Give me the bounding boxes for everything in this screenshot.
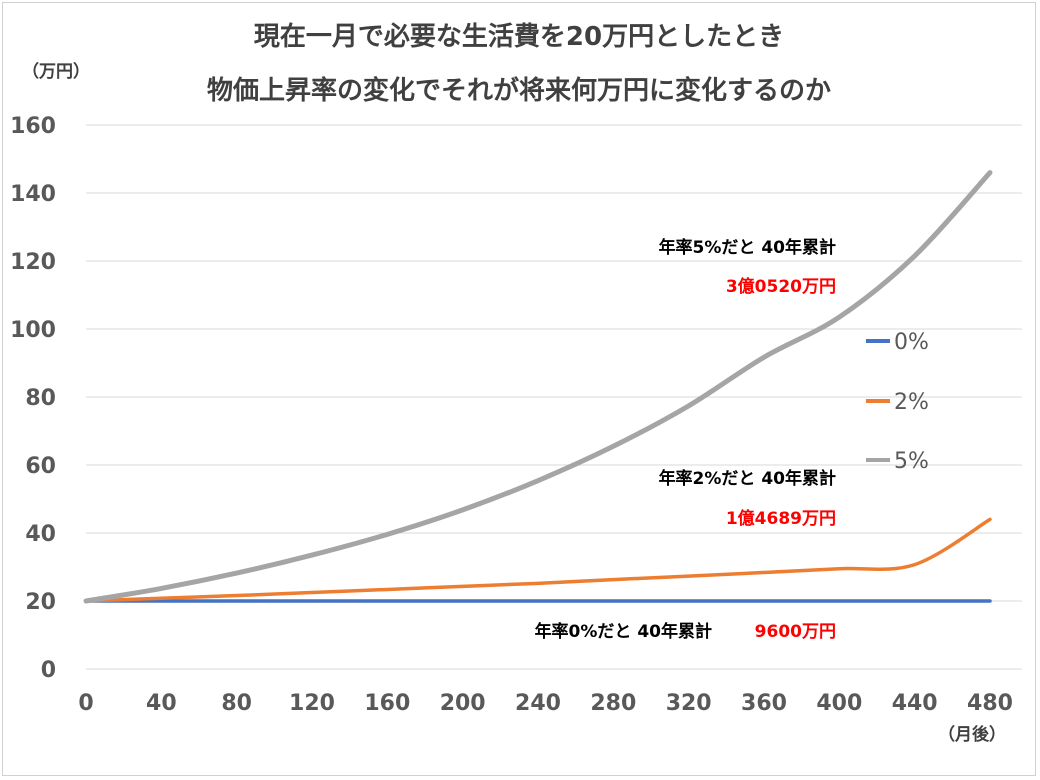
annotation-0pct-value: 9600万円 xyxy=(755,622,836,642)
x-axis-ticks: 0 40 80 120 160 200 240 280 320 360 400 440 480 xyxy=(78,691,1013,716)
x-tick-label: 480 xyxy=(967,691,1013,716)
annotation-2pct-label: 年率2%だと 40年累計 xyxy=(659,468,836,489)
legend: 0% 2% 5% xyxy=(866,330,929,474)
y-axis-ticks: 0 20 40 60 80 100 120 140 160 xyxy=(10,114,56,683)
y-tick-label: 80 xyxy=(25,386,56,411)
x-axis-unit-label: （月後） xyxy=(938,724,1006,745)
x-tick-label: 160 xyxy=(364,691,410,716)
x-tick-label: 320 xyxy=(666,691,712,716)
y-tick-label: 140 xyxy=(10,182,56,207)
y-axis-unit-label: （万円） xyxy=(22,61,90,82)
annotation-5pct-label: 年率5%だと 40年累計 xyxy=(659,237,836,258)
annotation-0pct-label: 年率0%だと 40年累計 xyxy=(535,621,712,642)
chart-title-line-1: 現在一月で必要な生活費を20万円としたとき xyxy=(254,22,784,52)
y-tick-label: 0 xyxy=(41,658,56,683)
gridlines xyxy=(86,124,1022,670)
y-tick-label: 100 xyxy=(10,318,56,343)
x-tick-label: 80 xyxy=(221,691,252,716)
annotation-5pct-value: 3億0520万円 xyxy=(726,276,836,297)
legend-label-0pct: 0% xyxy=(894,330,929,355)
series-line-2pct xyxy=(84,517,992,603)
x-tick-label: 240 xyxy=(515,691,561,716)
y-tick-label: 20 xyxy=(25,590,56,615)
legend-label-5pct: 5% xyxy=(894,449,929,474)
x-tick-label: 440 xyxy=(892,691,938,716)
y-tick-label: 120 xyxy=(10,250,56,275)
x-tick-label: 280 xyxy=(590,691,636,716)
x-tick-label: 360 xyxy=(741,691,787,716)
x-tick-label: 120 xyxy=(289,691,335,716)
series-lines xyxy=(83,170,993,604)
chart-title-line-2: 物価上昇率の変化でそれが将来何万円に変化するのか xyxy=(207,75,831,106)
legend-label-2pct: 2% xyxy=(894,390,929,415)
annotation-2pct-value: 1億4689万円 xyxy=(726,508,836,529)
x-tick-label: 200 xyxy=(440,691,486,716)
x-tick-label: 40 xyxy=(146,691,177,716)
y-tick-label: 160 xyxy=(10,114,56,139)
series-line-5pct xyxy=(83,170,993,604)
y-tick-label: 40 xyxy=(25,522,56,547)
y-tick-label: 60 xyxy=(25,454,56,479)
x-tick-label: 400 xyxy=(816,691,862,716)
x-tick-label: 0 xyxy=(78,691,93,716)
